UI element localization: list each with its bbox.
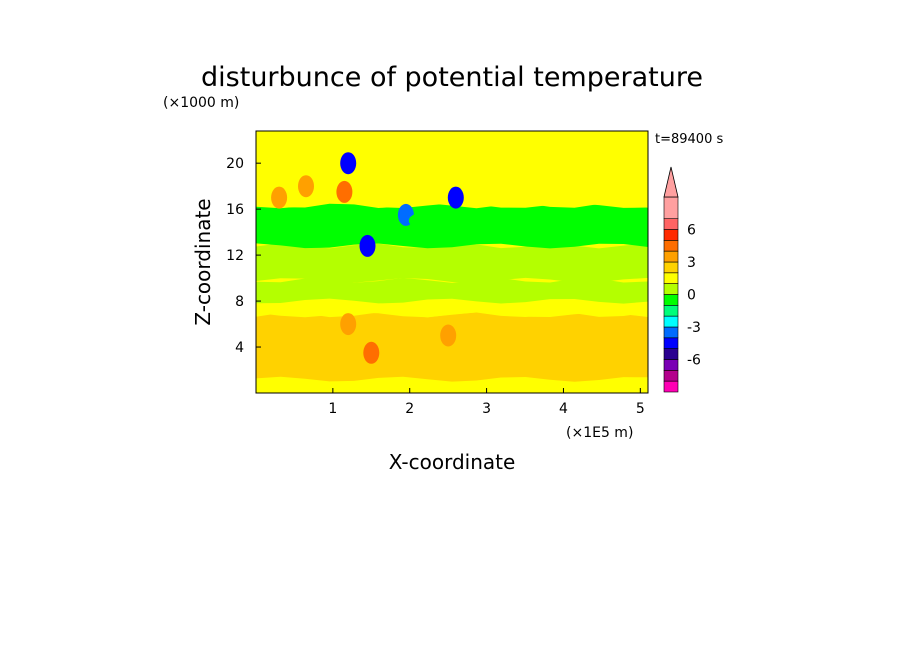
colorbar-segment: [663, 229, 679, 241]
contour-feature: [440, 324, 457, 347]
colorbar: 6 3 0 -3 -6: [663, 166, 701, 393]
time-label: t=89400 s: [655, 132, 723, 147]
colorbar-segment: [663, 196, 679, 220]
y-axis-ticks: 4 8 12 16 20: [226, 156, 261, 356]
y-tick-label: 8: [235, 294, 244, 310]
colorbar-segment: [663, 283, 679, 295]
x-unit-label: (×1E5 m): [566, 425, 633, 441]
x-axis-label: X-coordinate: [389, 450, 516, 474]
colorbar-segment: [663, 369, 679, 382]
colorbar-tick-label: 0: [687, 288, 696, 304]
colorbar-segment: [663, 359, 679, 371]
y-tick-label: 20: [226, 156, 244, 172]
contour-feature: [271, 186, 288, 209]
contour-feature: [293, 219, 342, 240]
colorbar-segment: [663, 272, 679, 284]
colorbar-segment: [663, 337, 679, 349]
contour-feature: [539, 216, 588, 237]
contour-band: [256, 131, 648, 209]
x-tick-label: 5: [636, 401, 645, 417]
colorbar-segment: [663, 250, 679, 263]
y-unit-label: (×1000 m): [163, 95, 239, 111]
colorbar-segment: [663, 348, 679, 360]
y-axis-label: Z-coordinate: [191, 198, 215, 325]
contour-band: [256, 277, 648, 304]
contour-feature: [408, 210, 457, 231]
y-tick-label: 12: [226, 248, 244, 264]
contour-feature: [298, 175, 314, 198]
contour-band: [256, 243, 648, 283]
x-tick-label: 4: [559, 401, 568, 417]
contour-feature: [363, 341, 380, 364]
contour-feature: [359, 234, 376, 257]
y-tick-label: 16: [226, 202, 244, 218]
y-tick-label: 4: [235, 340, 244, 356]
plot-frame: [255, 130, 649, 394]
x-axis-ticks: 1 2 3 4 5: [328, 388, 645, 417]
contour-feature: [340, 152, 357, 175]
colorbar-tick-label: -6: [687, 353, 701, 369]
colorbar-tick-label: -3: [687, 320, 701, 336]
x-tick-label: 2: [405, 401, 414, 417]
colorbar-segment: [663, 261, 679, 274]
contour-feature: [447, 186, 464, 209]
colorbar-segment: [663, 326, 679, 339]
colorbar-segment: [663, 315, 679, 328]
x-tick-label: 1: [328, 401, 337, 417]
colorbar-segment: [663, 294, 679, 306]
colorbar-tick-label: 6: [687, 223, 696, 239]
contour-plot-area: [256, 131, 648, 393]
colorbar-segment: [663, 380, 679, 393]
chart-title: disturbunce of potential temperature: [201, 62, 703, 93]
colorbar-segment: [663, 218, 679, 230]
contour-band: [256, 298, 648, 318]
x-tick-label: 3: [482, 401, 491, 417]
colorbar-extend-arrow: [663, 166, 679, 198]
contour-band: [256, 312, 648, 382]
colorbar-tick-label: 3: [687, 255, 696, 271]
colorbar-segment: [663, 240, 679, 252]
colorbar-segment: [663, 304, 679, 317]
contour-feature: [340, 313, 357, 336]
contour-feature: [336, 180, 353, 203]
